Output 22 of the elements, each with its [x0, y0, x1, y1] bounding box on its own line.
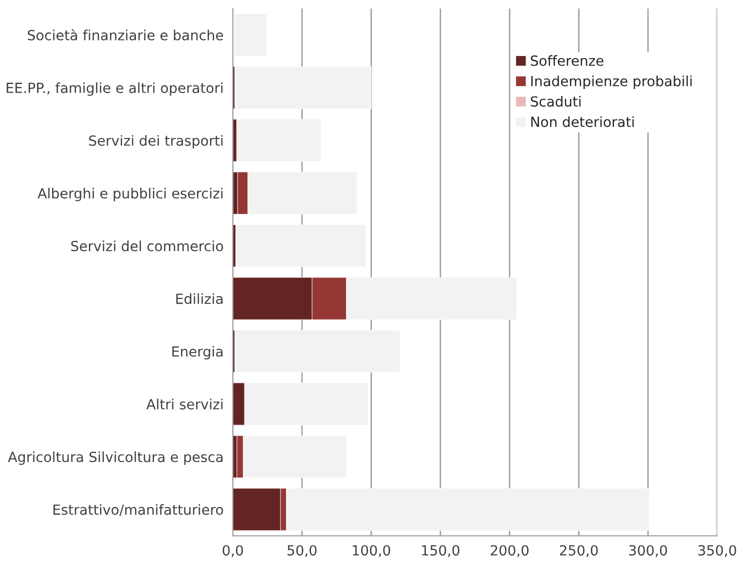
y-tick-label: Agricoltura Silvicoltura e pesca [8, 451, 223, 465]
y-tick-label: Servizi del commercio [71, 240, 224, 252]
y-tick-label: Altri servizi [146, 398, 222, 410]
y-tick-label: Società finanziarie e banche [28, 29, 224, 40]
x-tick-label: 0,0 [222, 545, 243, 557]
x-tick-label: 150,0 [422, 545, 460, 557]
legend-label: Sofferenze [530, 55, 604, 66]
y-tick-label: Energia [172, 346, 223, 360]
y-tick-label: Edilizia [176, 293, 223, 304]
y-tick-label: EE.PP., famiglie e altri operatori [6, 82, 222, 96]
x-tick-label: 50,0 [288, 545, 317, 557]
x-tick-label: 350,0 [698, 545, 736, 557]
legend-label: Inadempienze probabili [531, 76, 692, 90]
legend-label: Scaduti [530, 96, 581, 107]
x-tick-label: 100,0 [352, 545, 390, 557]
y-tick-label: Alberghi e pubblici esercizi [38, 188, 222, 202]
x-tick-label: 200,0 [490, 545, 529, 557]
y-tick-label: Servizi dei trasporti [89, 135, 222, 149]
x-tick-label: 250,0 [560, 545, 598, 557]
legend-label: Non deteriorati [531, 116, 634, 128]
x-tick-label: 300,0 [629, 545, 667, 557]
y-tick-label: Estrattivo/manifatturiero [54, 504, 224, 516]
